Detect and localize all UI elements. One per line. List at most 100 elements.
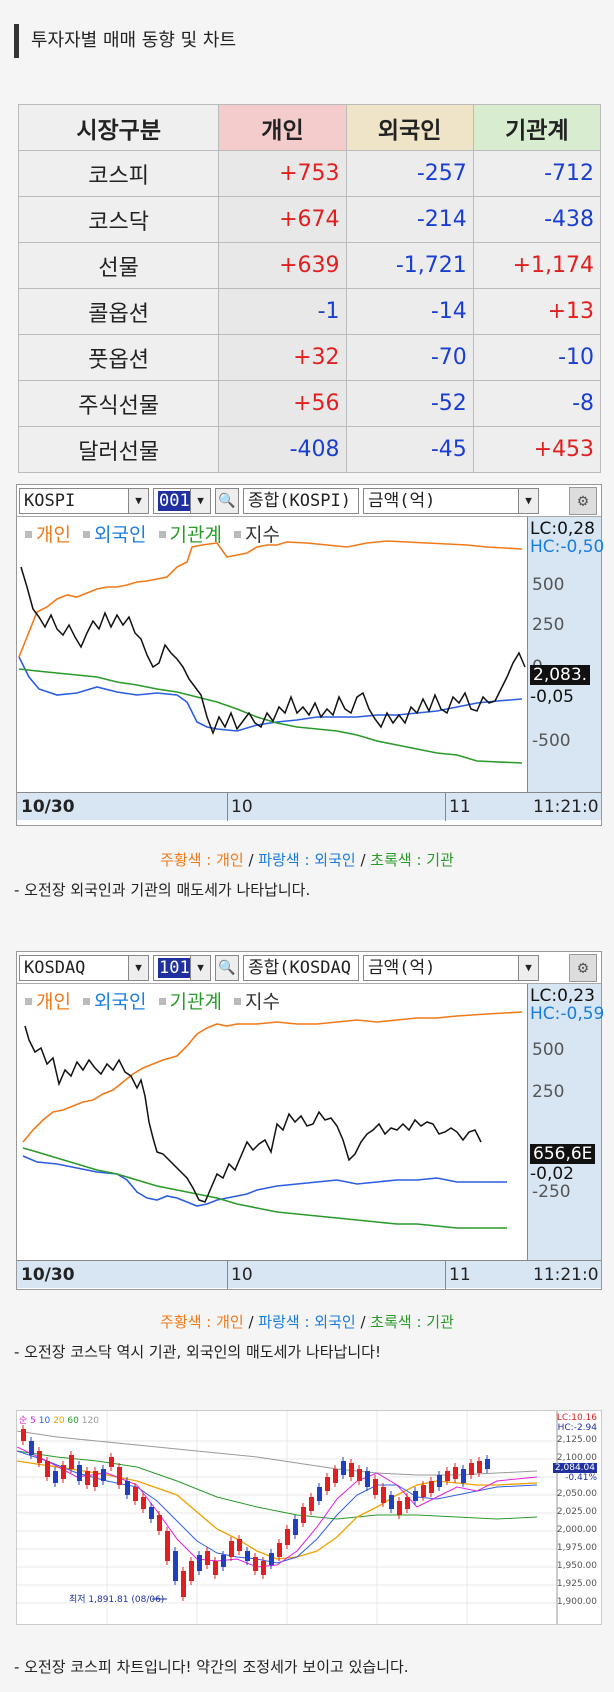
cell-ins: -10 [472, 334, 602, 381]
candle-body [253, 1557, 258, 1571]
ma20-line [17, 1460, 538, 1560]
candle-body [213, 1561, 218, 1575]
candle-body [349, 1463, 354, 1477]
kospi-toolbar: KOSPI ▼ 001 ▼ 🔍 종합(KOSPI) 금액(억) ▼ ⚙ [17, 485, 601, 517]
candle-body [317, 1487, 322, 1501]
candle-body [37, 1451, 42, 1463]
candle-body [173, 1551, 178, 1581]
candle-body [469, 1463, 474, 1475]
cell-ind: -1 [218, 288, 347, 335]
candle-body [453, 1467, 458, 1479]
candle-body [237, 1539, 242, 1551]
index-line [24, 1025, 482, 1203]
candle-body [165, 1531, 170, 1561]
code-select[interactable]: 001 ▼ [153, 488, 211, 514]
market-select[interactable]: KOSDAQ ▼ [19, 955, 149, 981]
cell-frn: -52 [345, 380, 474, 427]
cell-ind: -408 [218, 426, 347, 473]
chevron-down-icon[interactable]: ▼ [128, 489, 148, 513]
candle-body [405, 1497, 410, 1509]
candle-drawing: 최저 1,891.81 (08/06) [17, 1411, 558, 1624]
candle-body [133, 1487, 138, 1501]
gear-icon[interactable]: ⚙ [569, 487, 597, 515]
cell-ind: +32 [218, 334, 347, 381]
candle-body [29, 1441, 34, 1455]
institution-line [18, 668, 523, 764]
chevron-down-icon[interactable]: ▼ [190, 489, 210, 513]
candle-body [45, 1461, 50, 1477]
candle-body [117, 1467, 122, 1485]
candle-body [189, 1561, 194, 1581]
kosdaq-y-axis: LC:0,23 HC:-0,59 500 250 656,6E -0,02 -2… [527, 984, 604, 1260]
code-select[interactable]: 101 ▼ [153, 955, 211, 981]
chevron-down-icon[interactable]: ▼ [518, 956, 538, 980]
candle-body [325, 1477, 330, 1491]
candle-body [53, 1471, 58, 1483]
type-field[interactable]: 종합(KOSPI) [243, 488, 359, 514]
search-icon[interactable]: 🔍 [215, 488, 239, 514]
candle-body [101, 1469, 106, 1481]
candle-body [149, 1507, 154, 1519]
col-header-individual: 개인 [218, 104, 347, 151]
kosdaq-lines [22, 1011, 523, 1229]
candle-body [293, 1519, 298, 1535]
candle-body [69, 1455, 74, 1469]
candle-body [477, 1461, 482, 1473]
chevron-down-icon[interactable]: ▼ [128, 956, 148, 980]
candle-body [229, 1541, 234, 1557]
cell-frn: -45 [345, 426, 474, 473]
candle-body [21, 1429, 26, 1441]
candle-body [85, 1471, 90, 1485]
chart-legend: 개인 외국인 기관계 지수 [25, 520, 280, 547]
candle-body [445, 1471, 450, 1481]
candle-body [413, 1491, 418, 1501]
cell-frn: -1,721 [345, 242, 474, 289]
foreign-line [22, 1155, 507, 1207]
cell-ins: +453 [472, 426, 602, 473]
kospi-x-axis: 10/30 10 11 11:21:0 [17, 792, 601, 821]
price-box: 2,084.04 [552, 1463, 597, 1473]
ma10-line [17, 1450, 538, 1564]
cell-ins: -8 [472, 380, 602, 427]
col-header-institution: 기관계 [472, 104, 602, 151]
candle-body [333, 1469, 338, 1483]
cell-label: 코스닥 [17, 196, 220, 243]
note-2: - 오전장 코스닥 역시 기관, 외국인의 매도세가 나타납니다! [14, 1343, 381, 1361]
kospi-investor-chart: KOSPI ▼ 001 ▼ 🔍 종합(KOSPI) 금액(억) ▼ ⚙ 개인 외국인 … [16, 484, 604, 826]
cell-ind: +753 [218, 150, 347, 197]
chevron-down-icon[interactable]: ▼ [518, 489, 538, 513]
candle-body [389, 1495, 394, 1509]
market-select[interactable]: KOSPI ▼ [19, 488, 149, 514]
low-label: 최저 1,891.81 (08/06) [69, 1594, 164, 1605]
cell-label: 선물 [17, 242, 220, 289]
price-box: 2,083. [530, 665, 591, 685]
foreign-line [18, 656, 523, 732]
individual-line [22, 1011, 523, 1143]
table-row: 풋옵션 +32 -70 -10 [17, 334, 602, 381]
table-row: 코스닥 +674 -214 -438 [17, 196, 602, 243]
candle-body [141, 1497, 146, 1509]
table-row: 주식선물 +56 -52 -8 [17, 380, 602, 427]
col-header-foreign: 외국인 [345, 104, 474, 151]
cell-ind: +674 [218, 196, 347, 243]
cell-ind: +639 [218, 242, 347, 289]
ma5-line [17, 1446, 538, 1568]
candle-legend: 순 5 10 20 60 120 [19, 1416, 99, 1426]
gear-icon[interactable]: ⚙ [569, 954, 597, 982]
kosdaq-investor-chart: KOSDAQ ▼ 101 ▼ 🔍 종합(KOSDAQ 금액(억) ▼ ⚙ 개인 외국인… [16, 951, 604, 1290]
cell-label: 풋옵션 [17, 334, 220, 381]
search-icon[interactable]: 🔍 [215, 955, 239, 981]
candle-body [341, 1461, 346, 1475]
kospi-lines [18, 540, 526, 764]
cell-label: 주식선물 [17, 380, 220, 427]
candle-body [261, 1561, 266, 1575]
candle-body [221, 1555, 226, 1567]
section-title: 투자자별 매매 동향 및 차트 [14, 24, 236, 58]
unit-select[interactable]: 금액(억) ▼ [363, 955, 539, 981]
index-line [20, 566, 526, 736]
unit-select[interactable]: 금액(억) ▼ [363, 488, 539, 514]
cell-ins: +1,174 [472, 242, 602, 289]
type-field[interactable]: 종합(KOSDAQ [243, 955, 359, 981]
candle-body [373, 1479, 378, 1495]
chevron-down-icon[interactable]: ▼ [190, 956, 210, 980]
